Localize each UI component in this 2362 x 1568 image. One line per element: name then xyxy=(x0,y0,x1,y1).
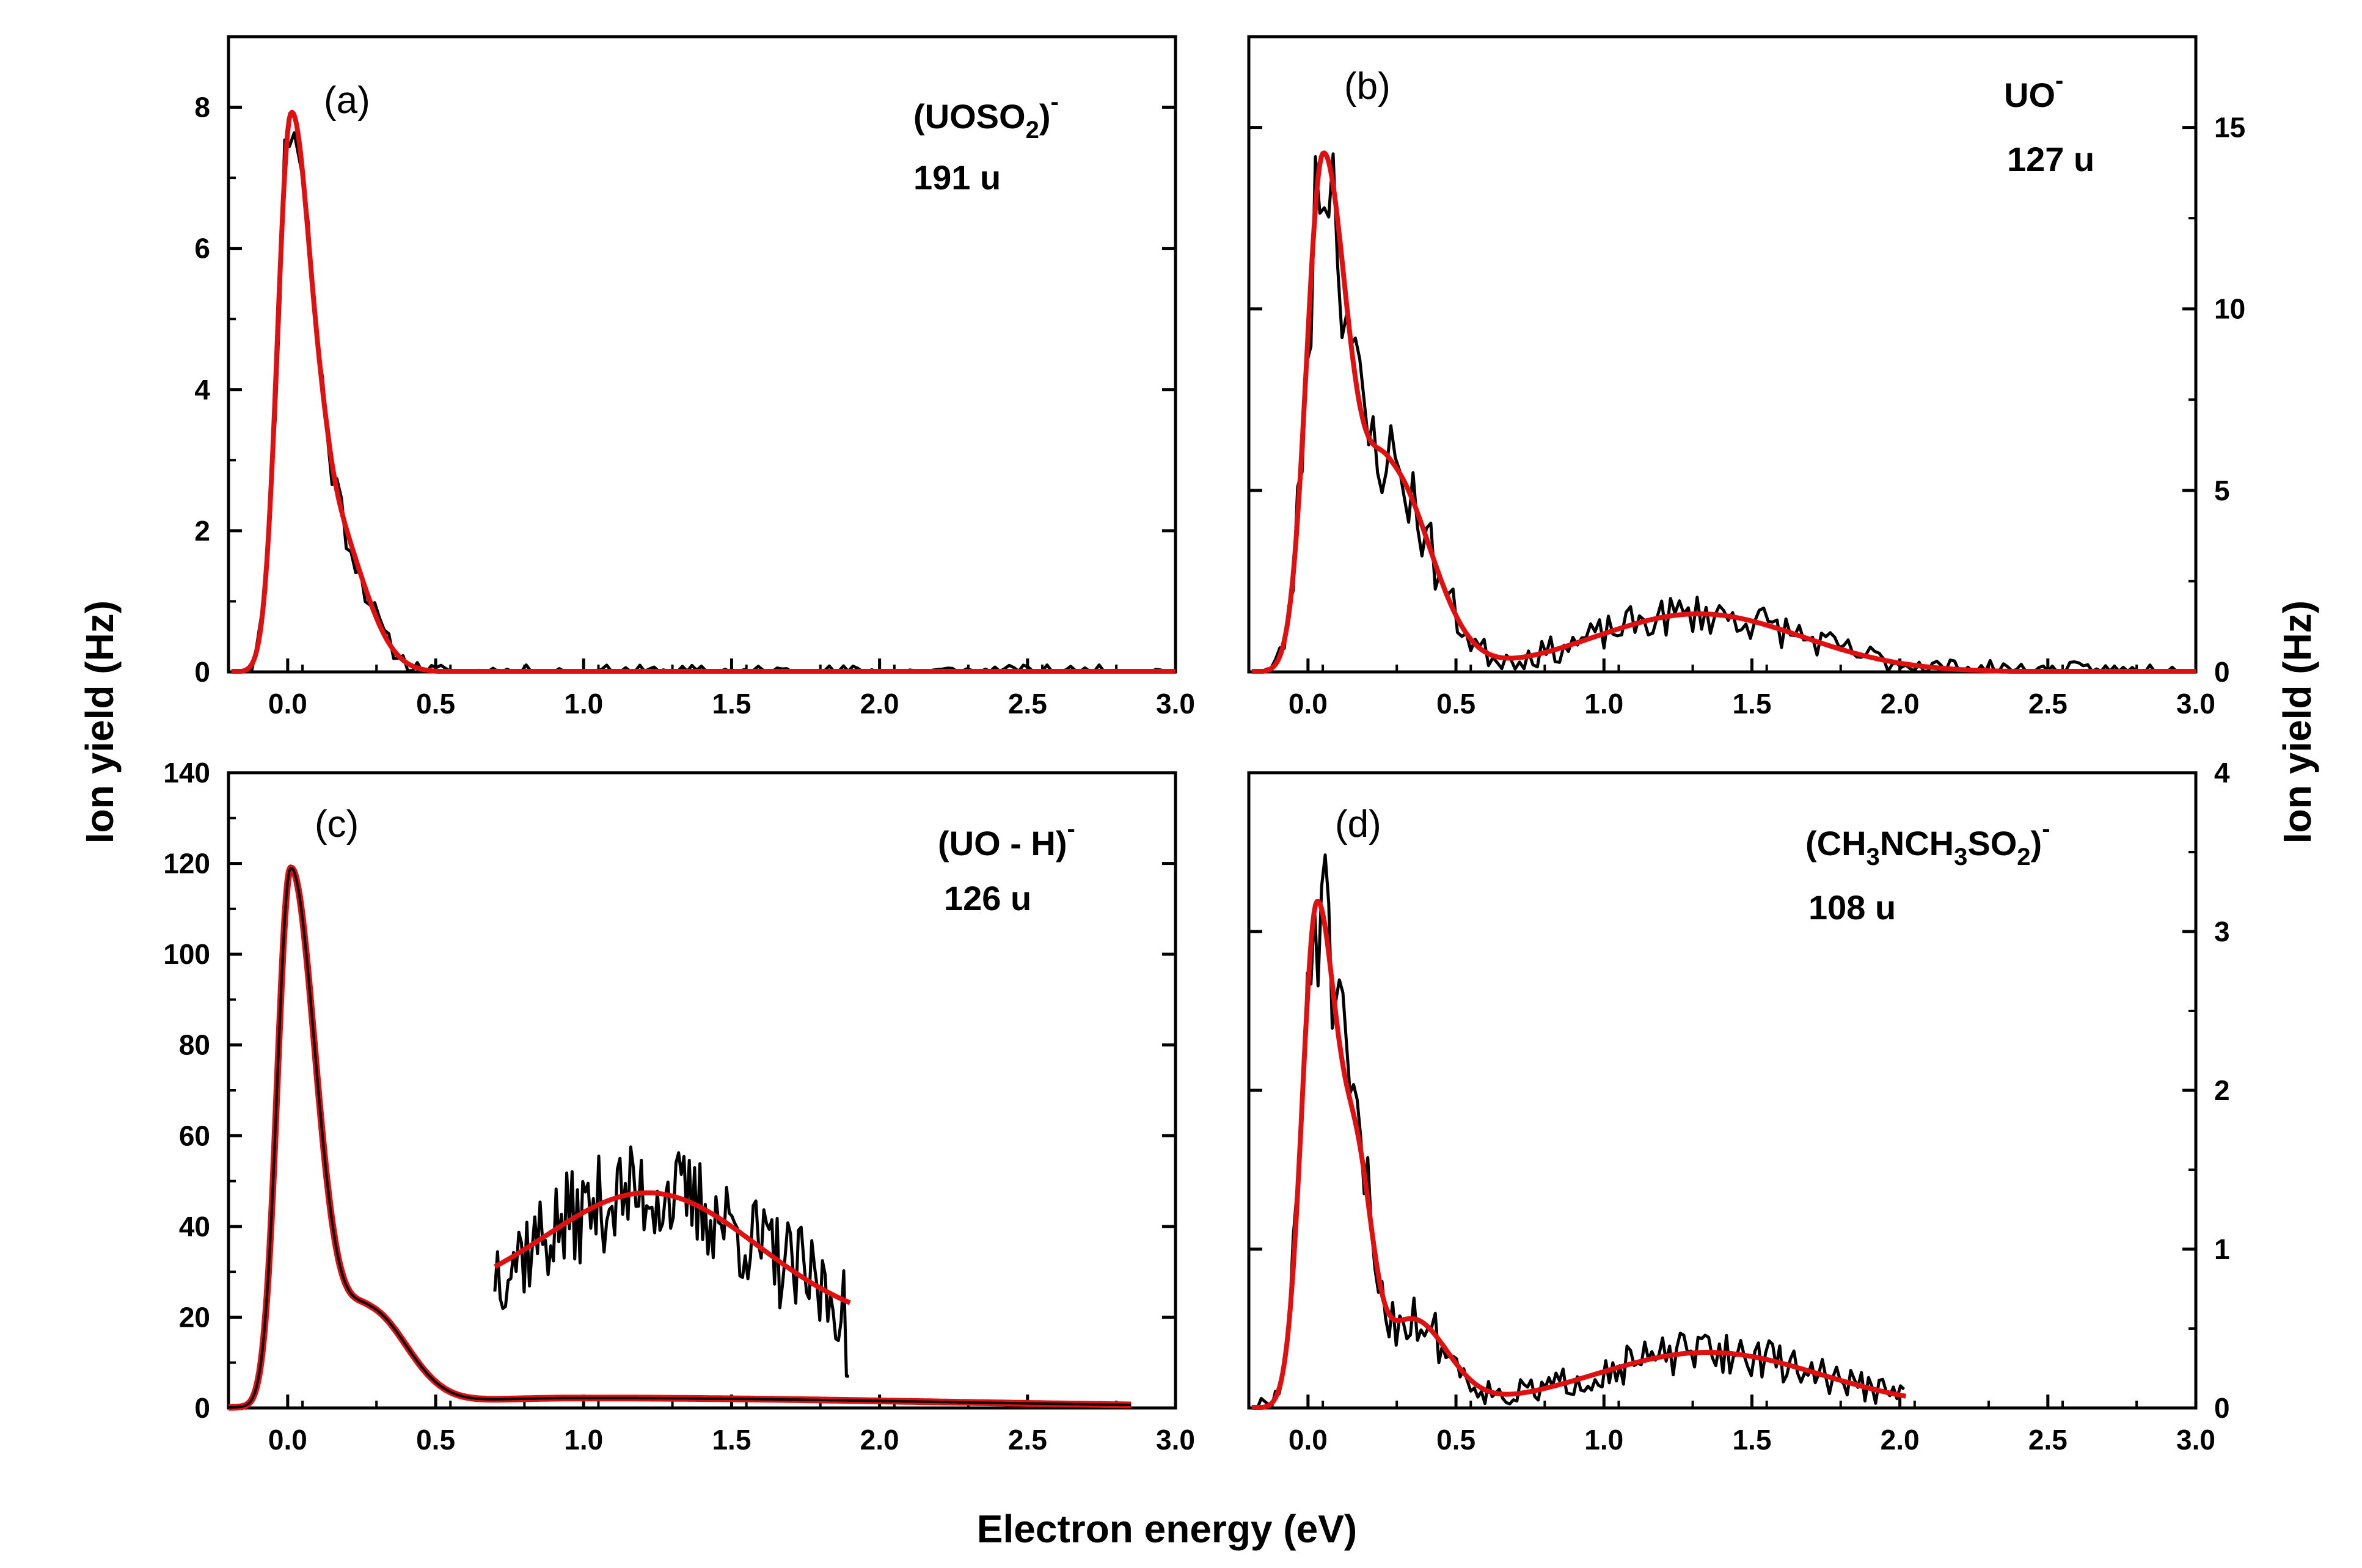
y-tick-label: 3 xyxy=(2214,916,2230,947)
panel-label: (d) xyxy=(1335,803,1381,845)
x-tick-label: 1.0 xyxy=(564,1424,603,1456)
inset-fit-curve xyxy=(494,1190,851,1305)
x-tick-label: 0.5 xyxy=(416,688,455,720)
x-tick-label: 2.5 xyxy=(2028,688,2068,720)
panel-label: (c) xyxy=(315,803,359,845)
y-axis-label-left: Ion yield (Hz) xyxy=(78,600,122,844)
y-tick-label: 0 xyxy=(2214,656,2230,688)
panel-b: 0.0 0.5 1.0 1.5 2.0 2.5 3.00 5 10 15 (b) UO- 127 … xyxy=(1247,35,2245,720)
x-tick-label: 0.0 xyxy=(268,688,307,720)
y-tick-label: 2 xyxy=(194,515,210,547)
curves xyxy=(226,864,1133,1411)
x-tick-label: 2.5 xyxy=(1008,1424,1047,1456)
x-tick-label: 1.5 xyxy=(1732,1424,1771,1456)
y-tick-label: 0 xyxy=(194,1392,210,1424)
x-axis-label: Electron energy (eV) xyxy=(977,1507,1357,1551)
data-curve xyxy=(229,866,1132,1409)
x-tick-label: 0.5 xyxy=(416,1424,455,1456)
curves xyxy=(1251,150,2197,674)
panel-d: 0.0 0.5 1.0 1.5 2.0 2.5 3.00 1 2 3 4 (d) (CH3NCH3S… xyxy=(1247,757,2230,1456)
x-tick-label: 1.5 xyxy=(712,1424,751,1456)
x-tick-label: 1.0 xyxy=(1584,688,1623,720)
y-tick-label: 20 xyxy=(179,1301,210,1333)
species-label: UO- xyxy=(2004,67,2063,114)
x-tick-label: 3.0 xyxy=(1156,688,1195,720)
x-tick-label: 2.0 xyxy=(1881,688,1920,720)
y-tick-label: 1 xyxy=(2214,1233,2230,1265)
mass-label: 127 u xyxy=(2007,140,2094,178)
plot-frame xyxy=(1247,35,2198,674)
mass-label: 126 u xyxy=(944,879,1031,917)
y-tick-label: 0 xyxy=(194,656,210,688)
x-tick-label: 2.0 xyxy=(1881,1424,1920,1456)
species-label: (UO - H)- xyxy=(938,815,1075,862)
panel-c: 0.0 0.5 1.0 1.5 2.0 2.5 3.0020406080100120140 … xyxy=(163,757,1195,1456)
y-tick-label: 100 xyxy=(163,938,210,970)
x-tick-label: 2.5 xyxy=(2028,1424,2068,1456)
species-label: (CH3NCH3SO2)- xyxy=(1805,815,2050,870)
curves xyxy=(1251,853,1907,1410)
tick-marks: 0.0 0.5 1.0 1.5 2.0 2.5 3.0 0 20 40 60 80 100 120 140 xyxy=(163,757,1195,1456)
y-tick-label: 10 xyxy=(2214,293,2245,325)
x-tick-label: 1.5 xyxy=(712,688,751,720)
x-tick-label: 0.0 xyxy=(1289,1424,1328,1456)
tick-marks: 0.0 0.5 1.0 1.5 2.0 2.5 3.00 5 10 15 xyxy=(1248,112,2245,720)
x-tick-label: 2.5 xyxy=(1008,688,1047,720)
y-tick-label: 4 xyxy=(2214,757,2230,789)
y-tick-label: 6 xyxy=(194,233,210,264)
y-tick-label: 60 xyxy=(179,1120,210,1151)
x-tick-label: 0.5 xyxy=(1436,1424,1475,1456)
fit-curve xyxy=(1251,150,2197,674)
y-tick-label: 40 xyxy=(179,1211,210,1242)
species-label: (UOSO2)- xyxy=(913,89,1059,144)
x-tick-label: 1.0 xyxy=(1584,1424,1623,1456)
y-tick-label: 15 xyxy=(2214,112,2245,144)
y-tick-label: 8 xyxy=(194,92,210,123)
x-tick-label: 0.0 xyxy=(268,1424,307,1456)
mass-label: 108 u xyxy=(1808,888,1896,927)
x-tick-label: 1.0 xyxy=(564,688,603,720)
y-axis-label-right: Ion yield (Hz) xyxy=(2275,600,2319,844)
x-tick-label: 2.0 xyxy=(860,1424,899,1456)
x-tick-label: 0.0 xyxy=(1289,688,1328,720)
tick-marks: 0.0 0.5 1.0 1.5 2.0 2.5 3.00 1 2 3 4 xyxy=(1248,757,2230,1456)
panel-label: (a) xyxy=(324,79,370,122)
fit-curve xyxy=(1251,899,1907,1410)
panel-label: (b) xyxy=(1344,65,1391,108)
fit-curve xyxy=(230,109,1177,674)
y-tick-label: 0 xyxy=(2214,1392,2230,1424)
x-tick-label: 2.0 xyxy=(860,688,899,720)
mass-label: 191 u xyxy=(913,158,1001,197)
y-tick-label: 4 xyxy=(194,374,210,406)
x-tick-label: 3.0 xyxy=(2176,688,2215,720)
tick-marks: 0.0 0.5 1.0 1.5 2.0 2.5 3.0 0 2 4 6 8 xyxy=(194,92,1195,720)
x-tick-label: 3.0 xyxy=(1156,1424,1195,1456)
y-tick-label: 2 xyxy=(2214,1074,2230,1106)
x-tick-label: 1.5 xyxy=(1732,688,1771,720)
x-tick-label: 3.0 xyxy=(2176,1424,2215,1456)
y-tick-label: 80 xyxy=(179,1029,210,1061)
y-tick-label: 5 xyxy=(2214,475,2230,506)
y-tick-label: 140 xyxy=(163,757,210,789)
x-tick-label: 0.5 xyxy=(1436,688,1475,720)
inset-data-curve xyxy=(493,1145,849,1378)
curves xyxy=(230,109,1177,674)
y-tick-label: 120 xyxy=(163,848,210,880)
